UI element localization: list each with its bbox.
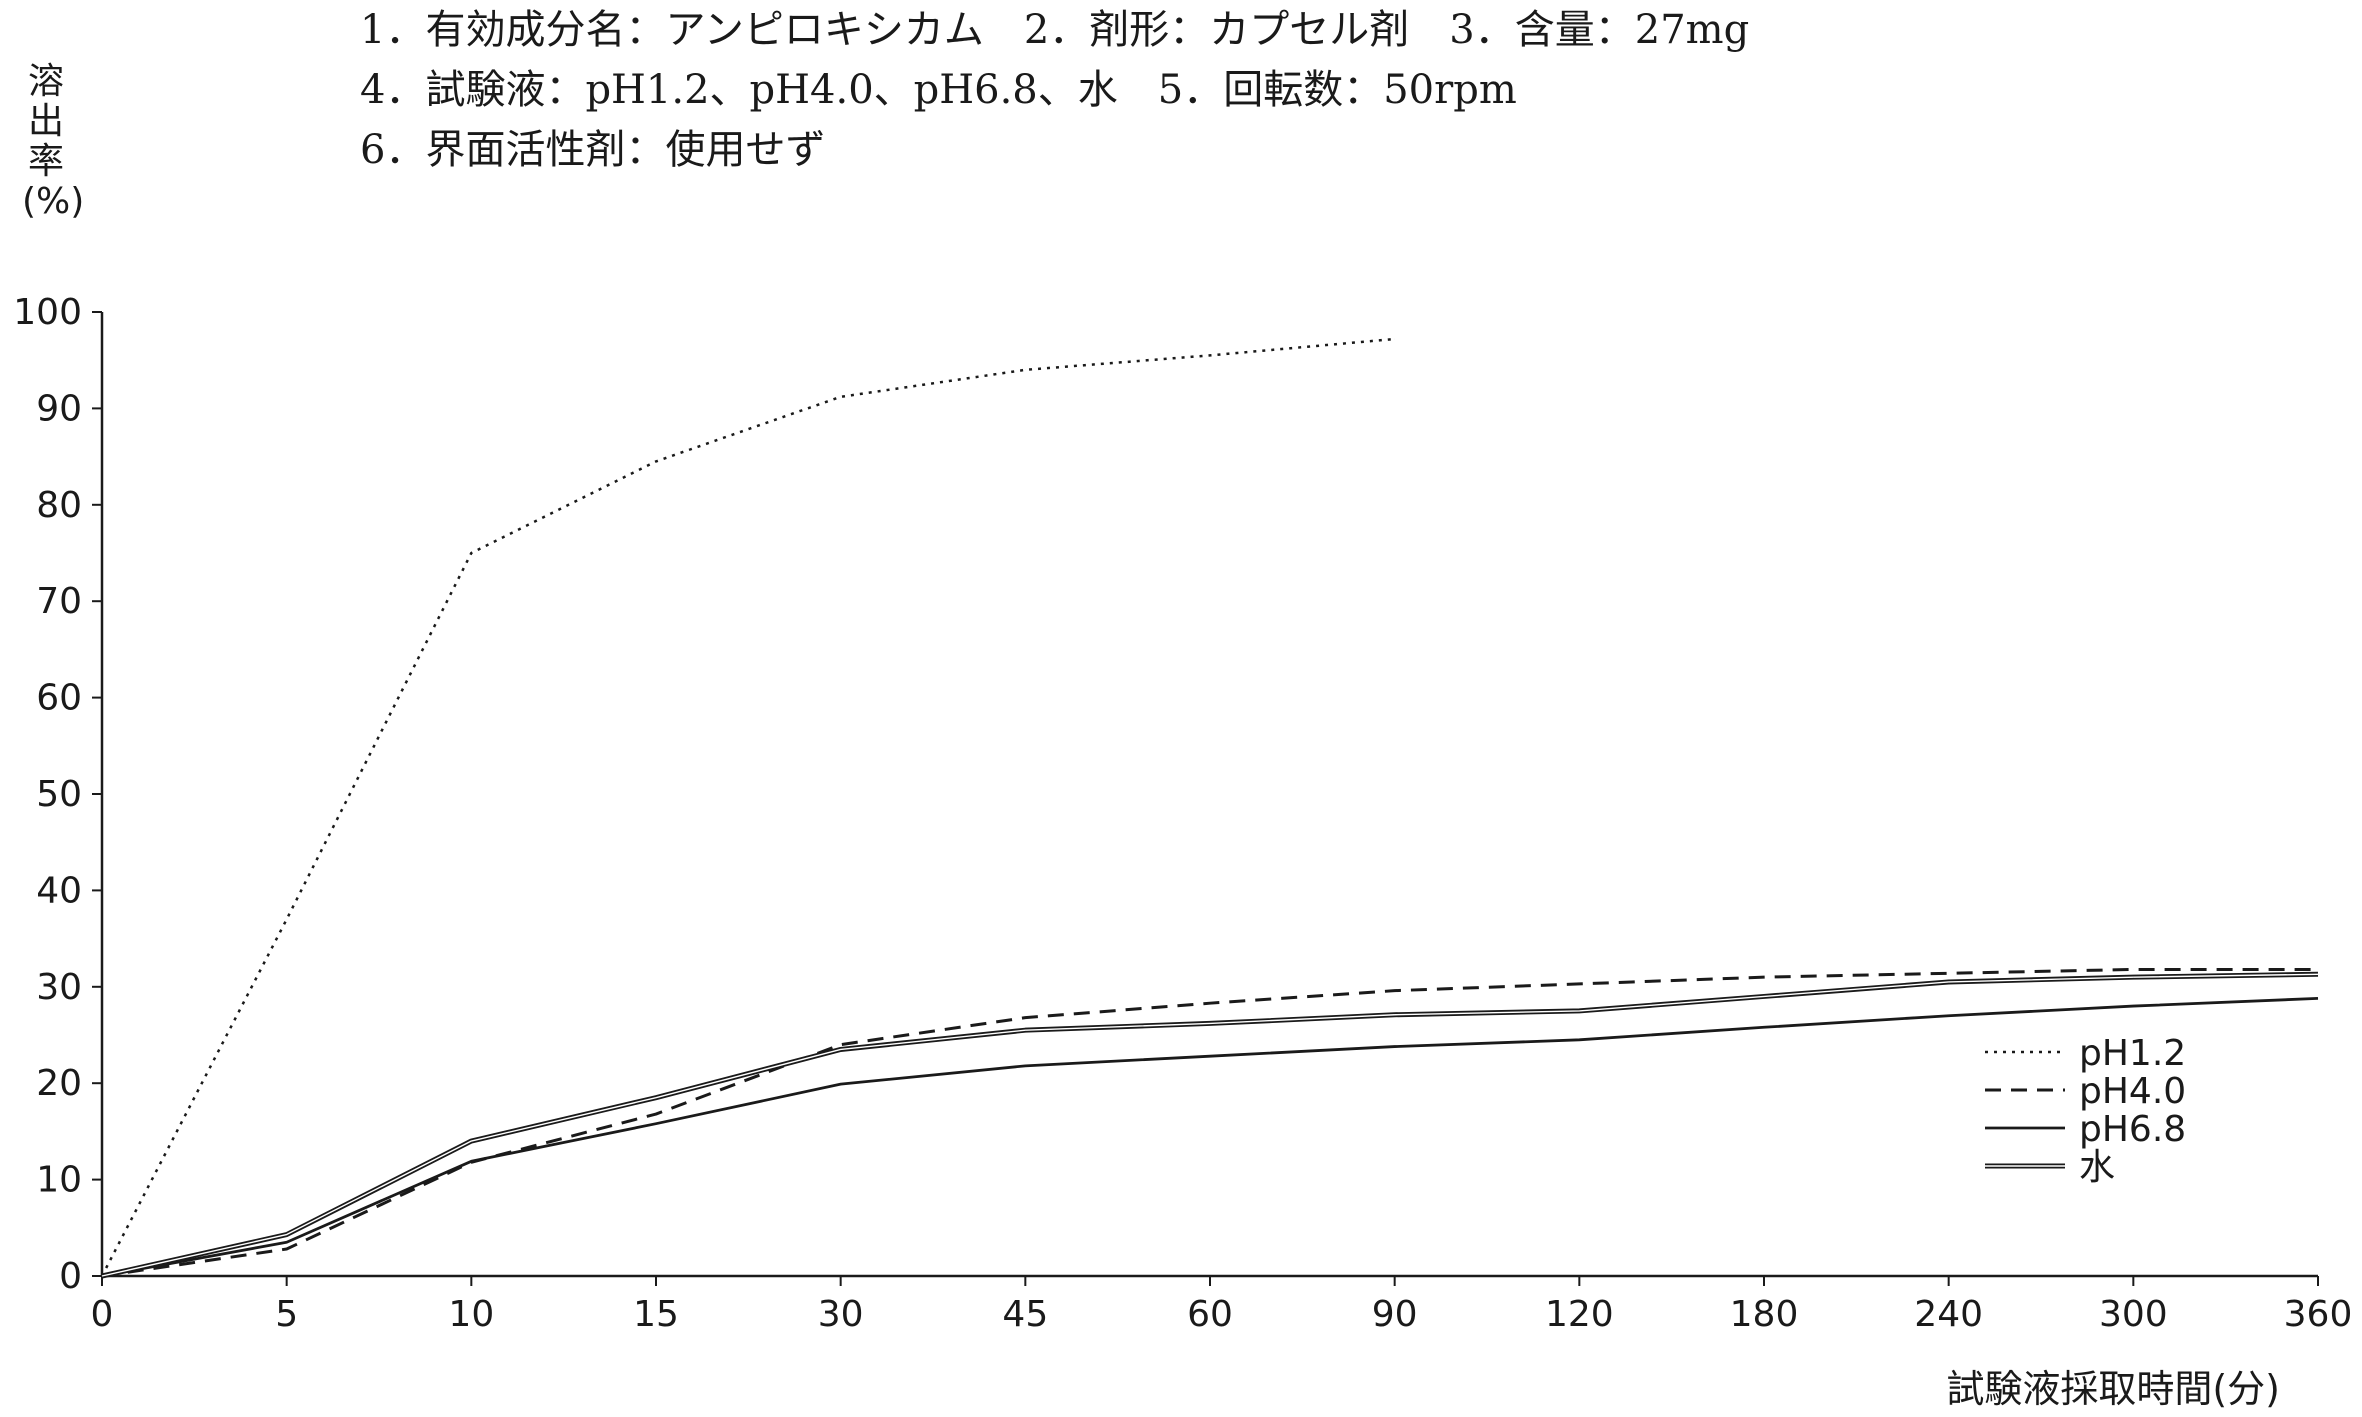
x-tick-label: 300 <box>2099 1294 2168 1335</box>
x-tick-label: 45 <box>1002 1294 1048 1335</box>
legend-label: pH6.8 <box>2079 1109 2186 1150</box>
x-axis-label: 試験液採取時間(分) <box>1946 1367 2280 1411</box>
legend-item-水: 水 <box>1985 1147 2115 1188</box>
y-tick-label: 10 <box>36 1160 82 1201</box>
series-line <box>101 967 2318 1278</box>
axes: 0 10 20 30 40 50 60 70 80 90 100 0 5 10 15 30 45 60 90 120 1… <box>13 292 2352 1335</box>
y-tick-label: 80 <box>36 485 82 526</box>
x-tick-label: 30 <box>818 1294 864 1335</box>
info-line-3: 6．界面活性剤：使用せず <box>360 127 826 173</box>
x-tick-label: 5 <box>275 1294 298 1335</box>
x-tick-label: 10 <box>448 1294 494 1335</box>
info-line-2: 4．試験液：pH1.2、pH4.0、pH6.8、水 5．回転数：50rpm <box>360 67 1517 113</box>
legend-label: pH4.0 <box>2079 1071 2186 1112</box>
legend-item-pH1.2: pH1.2 <box>1985 1033 2186 1074</box>
series-layer <box>100 337 2319 1279</box>
y-tick-label: 0 <box>59 1256 82 1297</box>
legend-label: 水 <box>2079 1147 2115 1188</box>
y-tick-label: 90 <box>36 388 82 429</box>
series-pH1.2 <box>100 337 1395 1277</box>
series-line-outer <box>101 971 2319 1279</box>
series-pH6.8 <box>101 996 2319 1278</box>
y-tick-label: 40 <box>36 870 82 911</box>
x-tick-label: 15 <box>633 1294 679 1335</box>
series-pH4.0 <box>101 967 2319 1278</box>
legend-item-pH6.8: pH6.8 <box>1985 1109 2186 1150</box>
x-tick-label: 120 <box>1545 1294 1614 1335</box>
y-tick-label: 70 <box>36 581 82 622</box>
y-tick-label: 30 <box>36 967 82 1008</box>
info-line-1: 1．有効成分名：アンピロキシカム 2．剤形：カプセル剤 3．含量：27mg <box>360 7 1750 53</box>
x-tick-label: 360 <box>2284 1294 2353 1335</box>
x-tick-label: 90 <box>1372 1294 1418 1335</box>
experiment-info: 1．有効成分名：アンピロキシカム 2．剤形：カプセル剤 3．含量：27mg 4．… <box>360 0 1749 180</box>
series-line-inner <box>101 973 2319 1277</box>
y-tick-label: 50 <box>36 774 82 815</box>
series-line <box>101 996 2319 1278</box>
legend-item-pH4.0: pH4.0 <box>1985 1071 2186 1112</box>
y-tick-label: 60 <box>36 678 82 719</box>
y-tick-label: 100 <box>13 292 82 333</box>
y-tick-label: 20 <box>36 1063 82 1104</box>
x-tick-label: 60 <box>1187 1294 1233 1335</box>
x-tick-label: 0 <box>91 1294 114 1335</box>
x-tick-label: 240 <box>1914 1294 1983 1335</box>
x-tick-label: 180 <box>1730 1294 1799 1335</box>
legend-label: pH1.2 <box>2079 1033 2186 1074</box>
series-line <box>100 337 1395 1277</box>
series-水 <box>101 971 2319 1279</box>
